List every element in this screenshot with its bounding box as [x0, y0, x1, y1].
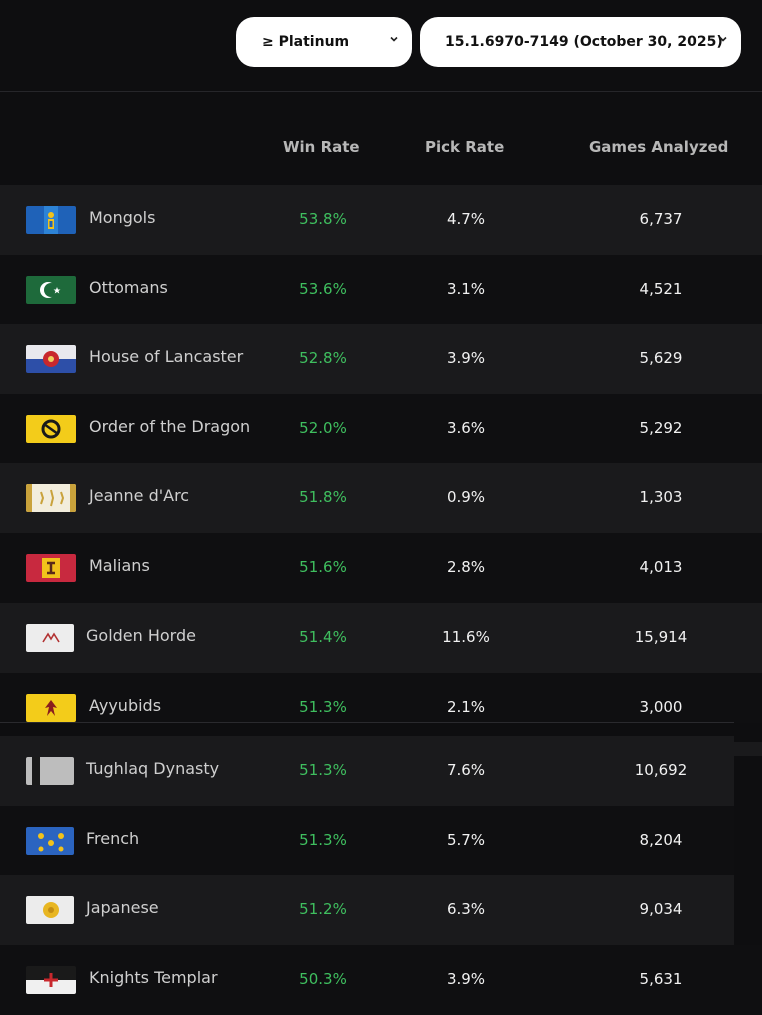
games-analyzed-value: 6,737 [639, 210, 683, 228]
table-row[interactable]: Jeanne d'Arc 51.8% 0.9% 1,303 [0, 463, 762, 533]
civ-name[interactable]: Tughlaq Dynasty [86, 759, 220, 778]
malians-flag-icon [26, 554, 76, 582]
win-rate-value: 51.8% [299, 488, 347, 506]
ayyubids-flag-icon [26, 694, 76, 722]
pick-rate-value: 7.6% [446, 761, 486, 779]
pick-rate-header[interactable]: Pick Rate [425, 138, 505, 156]
games-analyzed-value: 15,914 [634, 628, 688, 646]
civ-name[interactable]: French [86, 829, 140, 848]
table-row[interactable]: Order of the Dragon 52.0% 3.6% 5,292 [0, 394, 762, 464]
table-row[interactable]: House of Lancaster 52.8% 3.9% 5,629 [0, 324, 762, 394]
win-rate-value: 51.6% [299, 558, 347, 576]
games-analyzed-value: 3,000 [639, 698, 683, 716]
pick-rate-value: 3.9% [446, 970, 486, 988]
pick-rate-value: 0.9% [446, 488, 486, 506]
civ-name[interactable]: Ayyubids [89, 696, 162, 715]
templar-flag-icon [26, 966, 76, 994]
civ-name[interactable]: Knights Templar [89, 968, 218, 987]
rank-filter-label: ≥ Platinum [262, 34, 350, 50]
civ-name[interactable]: Golden Horde [86, 626, 196, 645]
ottomans-flag-icon [26, 276, 76, 304]
scrollbar[interactable] [734, 742, 762, 756]
pick-rate-value: 3.1% [446, 280, 486, 298]
table-row[interactable]: Japanese 51.2% 6.3% 9,034 [0, 875, 734, 945]
jeanne-flag-icon [26, 484, 76, 512]
dragon-flag-icon [26, 415, 76, 443]
games-analyzed-value: 5,292 [639, 419, 683, 437]
win-rate-header[interactable]: Win Rate [283, 138, 360, 156]
pick-rate-value: 5.7% [446, 831, 486, 849]
games-analyzed-header[interactable]: Games Analyzed [589, 138, 729, 156]
win-rate-value: 50.3% [299, 970, 347, 988]
games-analyzed-value: 10,692 [634, 761, 688, 779]
lancaster-flag-icon [26, 345, 76, 373]
divider [0, 722, 734, 723]
games-analyzed-value: 4,521 [639, 280, 683, 298]
table-row[interactable]: Malians 51.6% 2.8% 4,013 [0, 533, 762, 603]
chevron-down-icon [390, 36, 398, 42]
games-analyzed-value: 9,034 [639, 900, 683, 918]
table-row[interactable]: Ottomans 53.6% 3.1% 4,521 [0, 255, 762, 325]
table-row[interactable]: Knights Templar 50.3% 3.9% 5,631 [0, 945, 762, 1015]
golden-horde-flag-icon [26, 624, 74, 652]
table-row[interactable]: Ayyubids 51.3% 2.1% 3,000 [0, 673, 762, 723]
win-rate-value: 53.8% [299, 210, 347, 228]
patch-filter-label: 15.1.6970-7149 (October 30, 2025) [445, 34, 723, 50]
win-rate-value: 51.2% [299, 900, 347, 918]
win-rate-value: 53.6% [299, 280, 347, 298]
tughlaq-flag-icon [26, 757, 74, 785]
pick-rate-value: 4.7% [446, 210, 486, 228]
chevron-down-icon [719, 36, 727, 42]
games-analyzed-value: 5,631 [639, 970, 683, 988]
table-row[interactable]: Golden Horde 51.4% 11.6% 15,914 [0, 603, 762, 673]
rank-filter-dropdown[interactable]: ≥ Platinum [236, 17, 412, 67]
pick-rate-value: 11.6% [442, 628, 490, 646]
win-rate-value: 52.8% [299, 349, 347, 367]
civ-name[interactable]: House of Lancaster [89, 347, 244, 366]
civ-name[interactable]: Order of the Dragon [89, 417, 251, 436]
french-flag-icon [26, 827, 74, 855]
civ-name[interactable]: Ottomans [89, 278, 168, 297]
civ-name[interactable]: Mongols [89, 208, 156, 227]
table-row[interactable]: Tughlaq Dynasty 51.3% 7.6% 10,692 [0, 736, 734, 806]
pick-rate-value: 2.1% [446, 698, 486, 716]
table-row[interactable]: Mongols 53.8% 4.7% 6,737 [0, 185, 762, 255]
pick-rate-value: 3.6% [446, 419, 486, 437]
civ-name[interactable]: Malians [89, 556, 150, 575]
civ-name[interactable]: Jeanne d'Arc [89, 486, 190, 505]
mongols-flag-icon [26, 206, 76, 234]
japanese-flag-icon [26, 896, 74, 924]
pick-rate-value: 2.8% [446, 558, 486, 576]
games-analyzed-value: 8,204 [639, 831, 683, 849]
win-rate-value: 51.4% [299, 628, 347, 646]
games-analyzed-value: 4,013 [639, 558, 683, 576]
table-header: Win Rate Pick Rate Games Analyzed [0, 120, 762, 180]
pick-rate-value: 3.9% [446, 349, 486, 367]
games-analyzed-value: 1,303 [639, 488, 683, 506]
win-rate-value: 52.0% [299, 419, 347, 437]
pick-rate-value: 6.3% [446, 900, 486, 918]
civ-name[interactable]: Japanese [86, 898, 159, 917]
win-rate-value: 51.3% [299, 831, 347, 849]
table-row[interactable]: French 51.3% 5.7% 8,204 [0, 806, 734, 876]
win-rate-value: 51.3% [299, 698, 347, 716]
patch-filter-dropdown[interactable]: 15.1.6970-7149 (October 30, 2025) [420, 17, 741, 67]
games-analyzed-value: 5,629 [639, 349, 683, 367]
win-rate-value: 51.3% [299, 761, 347, 779]
filter-bar: ≥ Platinum 15.1.6970-7149 (October 30, 2… [0, 0, 762, 92]
